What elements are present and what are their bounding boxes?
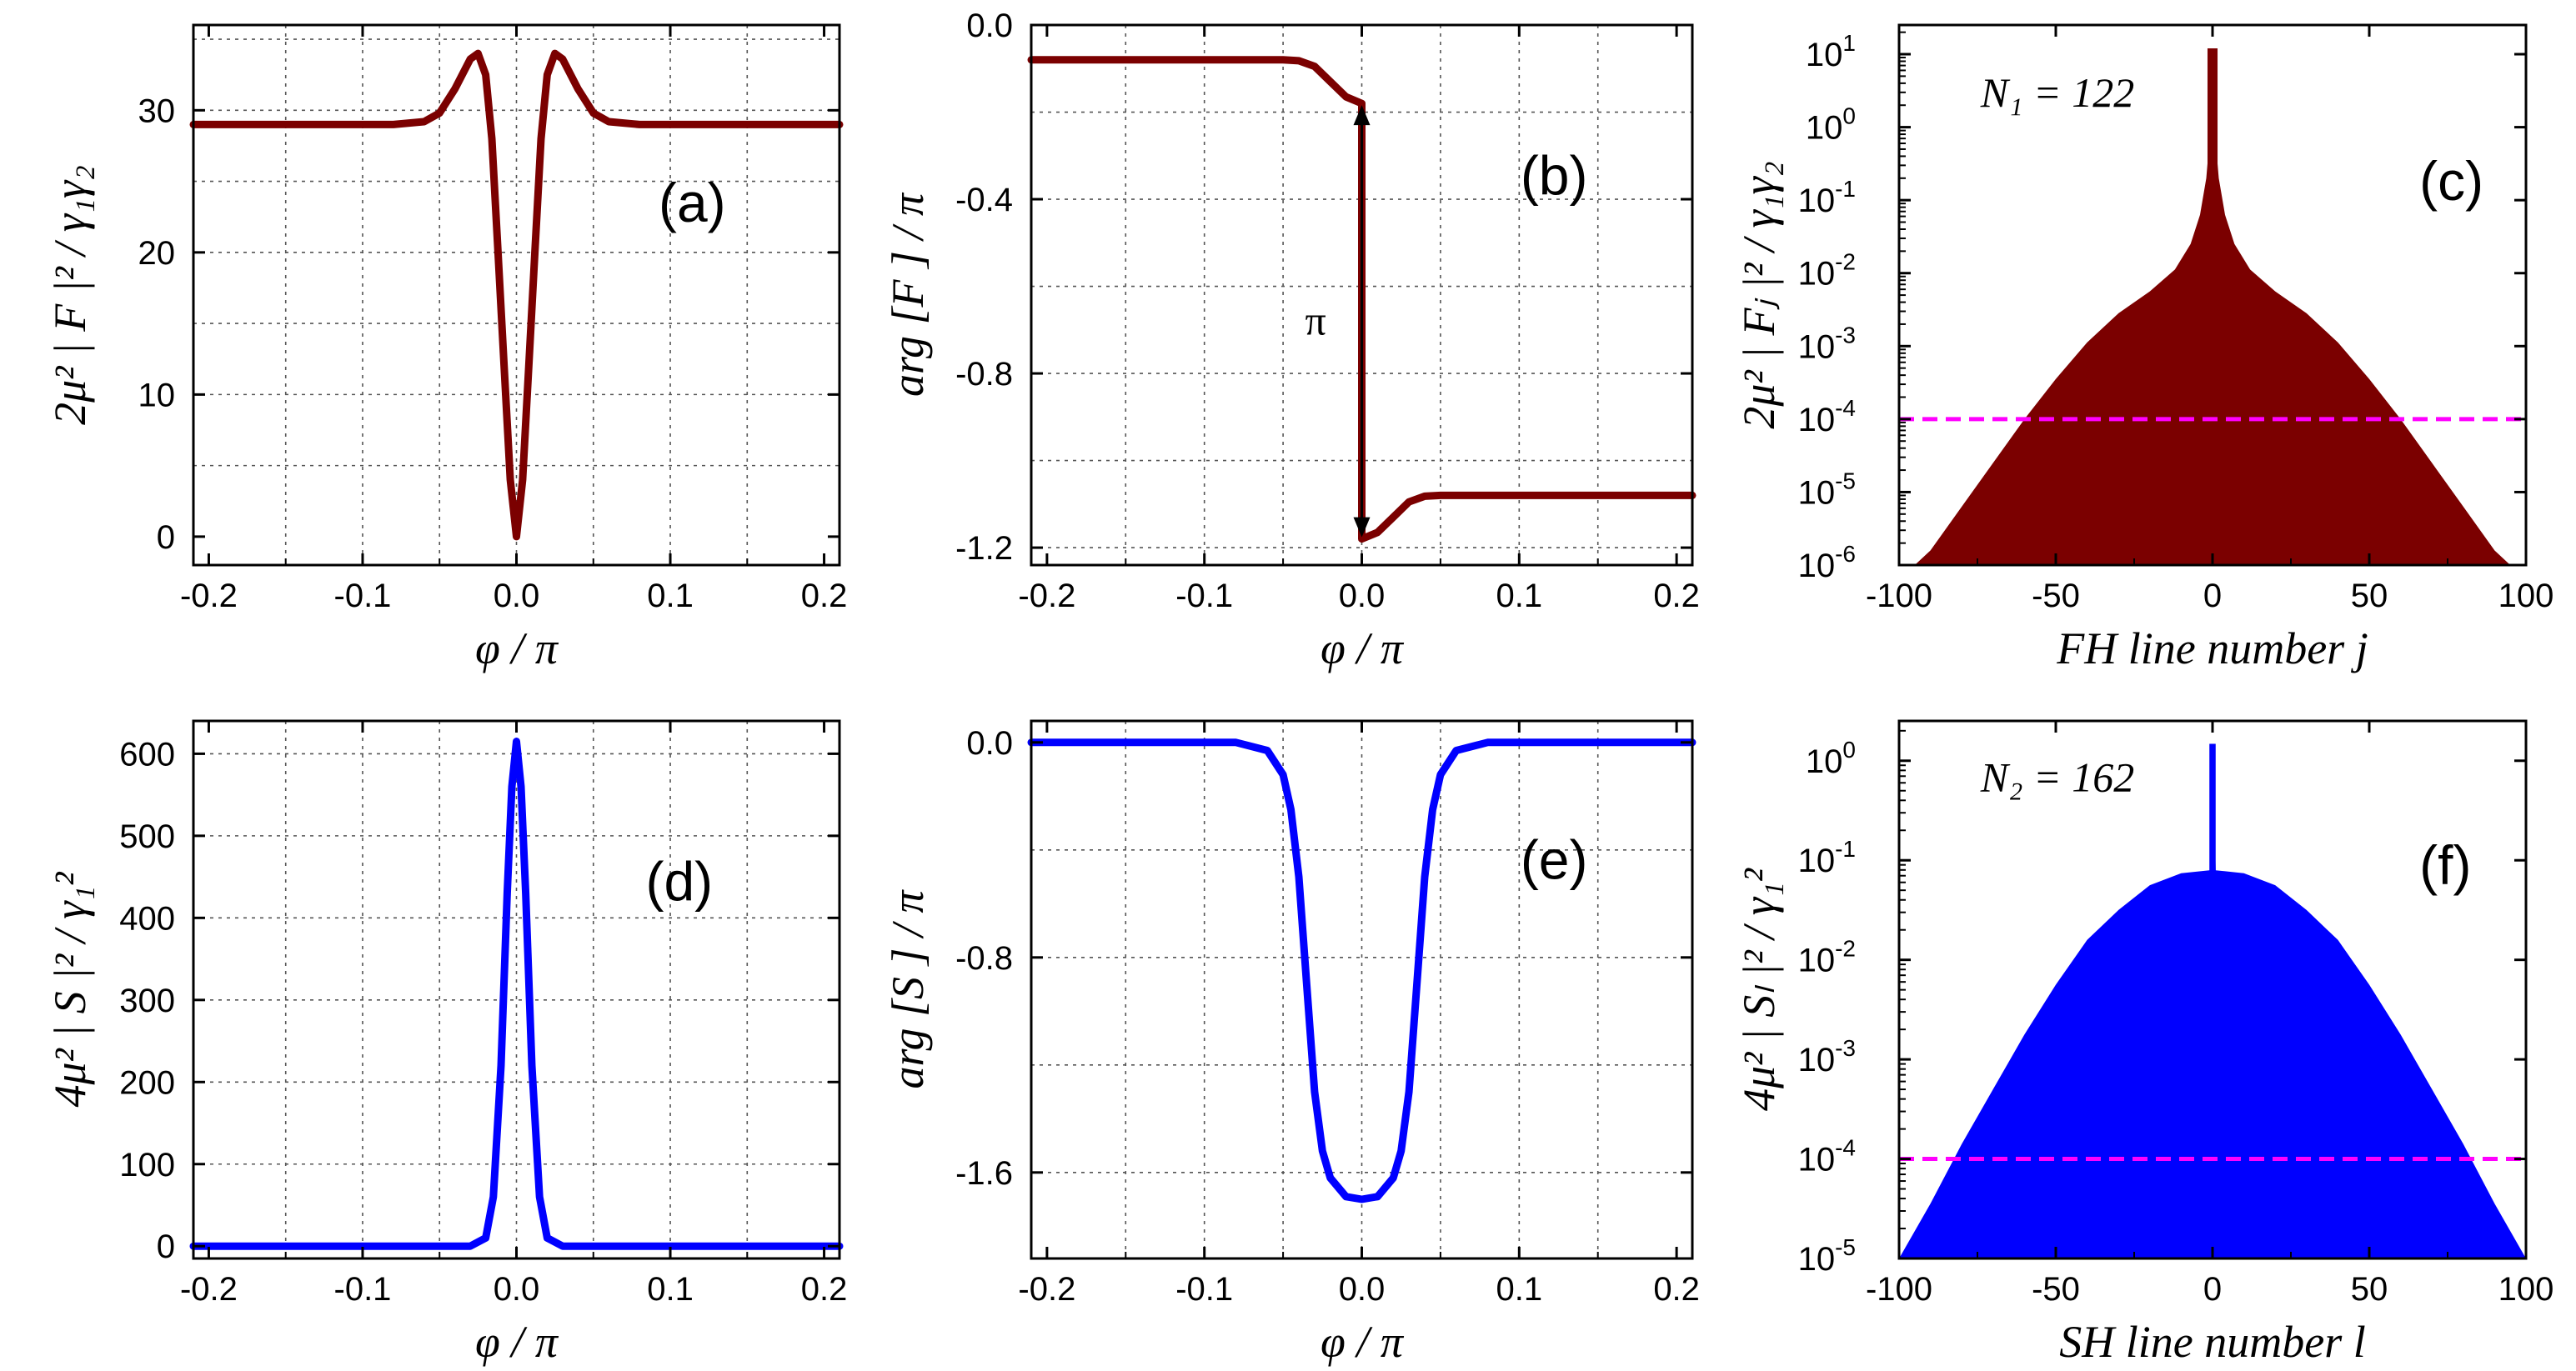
x-tick-label: -0.2 <box>1018 578 1075 614</box>
x-axis-title: φ / π <box>1321 1317 1405 1367</box>
x-tick-label: -0.1 <box>1175 578 1233 614</box>
y-axis-title: 4μ² | S |² / γ₁² <box>45 872 95 1108</box>
y-tick-label: 10-6 <box>1798 541 1856 584</box>
x-tick-label: -0.1 <box>1175 1271 1233 1308</box>
panel-label-b: (b) <box>1521 144 1588 206</box>
panel-label-c: (c) <box>2419 150 2483 212</box>
y-tick-label: 0 <box>157 1228 175 1265</box>
x-tick-label: 0.2 <box>801 1271 848 1308</box>
y-axis-title: 2μ² | F |² / γ₁γ₂ <box>45 165 95 425</box>
x-tick-label: -100 <box>1866 578 1932 614</box>
spectrum-area-f <box>1899 743 2526 1258</box>
spectrum-peak-c <box>2207 48 2218 566</box>
x-axis-title: FH line number j <box>2056 623 2368 673</box>
x-tick-label: 0 <box>2203 1271 2222 1308</box>
x-tick-label: 0.2 <box>1653 1271 1700 1308</box>
y-tick-label: 100 <box>119 1147 175 1183</box>
x-tick-label: 0 <box>2203 578 2222 614</box>
x-tick-label: 0.0 <box>494 1271 540 1308</box>
y-tick-label: 10-5 <box>1798 468 1856 511</box>
series-line-e <box>1027 738 1696 1203</box>
panel-f: -100 -50 0 50 100 10-5 10-4 10-3 10-2 10-1 100 SH l… <box>1734 719 2554 1367</box>
line-count-annotation-f: N₂ = 162 <box>1980 754 2134 801</box>
y-tick-label: -1.2 <box>955 530 1013 567</box>
y-tick-label: 10-4 <box>1798 395 1856 438</box>
series-line-d <box>189 738 844 1250</box>
y-tick-label: 100 <box>1806 103 1856 147</box>
y-tick-label: 10-2 <box>1798 936 1856 979</box>
x-tick-label: 0.0 <box>1339 1271 1386 1308</box>
x-tick-label: 0.2 <box>1653 578 1700 614</box>
pi-arrow-head-down <box>1353 517 1371 538</box>
x-tick-label: 0.1 <box>647 1271 694 1308</box>
y-tick-label: 10-3 <box>1798 1035 1856 1078</box>
y-tick-label: -0.8 <box>955 940 1013 977</box>
y-tick-label: 300 <box>119 983 175 1019</box>
y-tick-label: 500 <box>119 818 175 855</box>
spectrum-peak-f <box>2209 743 2216 873</box>
y-axis-title: arg [S ] / π <box>883 889 933 1089</box>
panel-label-d: (d) <box>646 851 714 913</box>
panel-c: -100 -50 0 50 100 10-6 10-5 10-4 10-3 10-2 10-1 100… <box>1734 23 2554 673</box>
y-tick-label: 600 <box>119 736 175 773</box>
x-tick-label: 0.1 <box>1496 1271 1543 1308</box>
y-tick-label: 10-4 <box>1798 1135 1856 1178</box>
panel-e: -0.2 -0.1 0.0 0.1 0.2 0.0 -0.8 -1.6 φ / π arg [S … <box>883 719 1700 1367</box>
panel-label-a: (a) <box>659 172 726 233</box>
x-tick-label: 0.1 <box>1496 578 1543 614</box>
y-tick-label: 10-2 <box>1798 249 1856 293</box>
x-tick-label: 50 <box>2351 1271 2388 1308</box>
line-count-annotation-c: N₁ = 122 <box>1980 69 2134 116</box>
x-tick-label: -0.2 <box>180 578 238 614</box>
x-tick-label: -0.2 <box>180 1271 238 1308</box>
x-tick-label: 100 <box>2498 578 2554 614</box>
y-tick-label: 400 <box>119 900 175 937</box>
pi-annotation: π <box>1306 297 1326 343</box>
x-tick-label: -0.2 <box>1018 1271 1075 1308</box>
y-tick-label: 0.0 <box>966 8 1013 44</box>
y-tick-label: 10-1 <box>1798 836 1856 879</box>
x-tick-label: 0.2 <box>801 578 848 614</box>
x-tick-label: 100 <box>2498 1271 2554 1308</box>
y-tick-label: -0.8 <box>955 356 1013 393</box>
y-tick-label: 0.0 <box>966 725 1013 762</box>
x-tick-label: -0.1 <box>334 1271 392 1308</box>
y-axis-title: 4μ² | Sₗ |² / γ₁² <box>1734 868 1784 1111</box>
y-tick-label: -1.6 <box>955 1155 1013 1192</box>
y-tick-label: 101 <box>1806 30 1856 73</box>
x-tick-label: 0.0 <box>1339 578 1386 614</box>
y-axis-title: arg [F ] / π <box>883 192 933 397</box>
panel-a: -0.2 -0.1 0.0 0.1 0.2 0 10 20 30 φ / π 2μ² | F |² … <box>45 23 848 673</box>
y-tick-label: 10-5 <box>1798 1234 1856 1278</box>
x-tick-label: -0.1 <box>334 578 392 614</box>
y-tick-label: 20 <box>138 235 176 272</box>
x-axis-title: SH line number l <box>2059 1317 2365 1367</box>
panel-d: -0.2 -0.1 0.0 0.1 0.2 0 100 200 300 400 500 600 φ / … <box>45 719 848 1367</box>
x-tick-label: 0.1 <box>647 578 694 614</box>
pi-arrow-head-up <box>1353 105 1371 126</box>
x-tick-label: -100 <box>1866 1271 1932 1308</box>
y-axis-title: 2μ² | Fⱼ |² / γ₁γ₂ <box>1734 161 1784 428</box>
y-tick-label: -0.4 <box>955 182 1013 218</box>
y-tick-label: 200 <box>119 1064 175 1101</box>
y-tick-label: 30 <box>138 93 176 129</box>
panel-label-f: (f) <box>2419 834 2471 896</box>
x-axis-title: φ / π <box>475 1317 559 1367</box>
y-tick-label: 10-3 <box>1798 322 1856 365</box>
x-tick-label: -50 <box>2032 578 2080 614</box>
x-tick-label: 0.0 <box>494 578 540 614</box>
y-tick-label: 100 <box>1806 737 1856 780</box>
x-axis-title: φ / π <box>1321 623 1405 673</box>
panel-b: π -0.2 -0.1 0.0 0.1 0.2 0.0 -0.4 -0.8 -1.2 φ / π ar… <box>883 8 1700 673</box>
y-tick-label: 0 <box>157 519 175 556</box>
y-tick-label: 10 <box>138 377 176 413</box>
x-axis-title: φ / π <box>475 623 559 673</box>
y-tick-label: 10-1 <box>1798 176 1856 219</box>
panel-label-e: (e) <box>1521 829 1588 891</box>
series-line-a <box>189 49 844 541</box>
x-tick-label: 50 <box>2351 578 2388 614</box>
x-tick-label: -50 <box>2032 1271 2080 1308</box>
